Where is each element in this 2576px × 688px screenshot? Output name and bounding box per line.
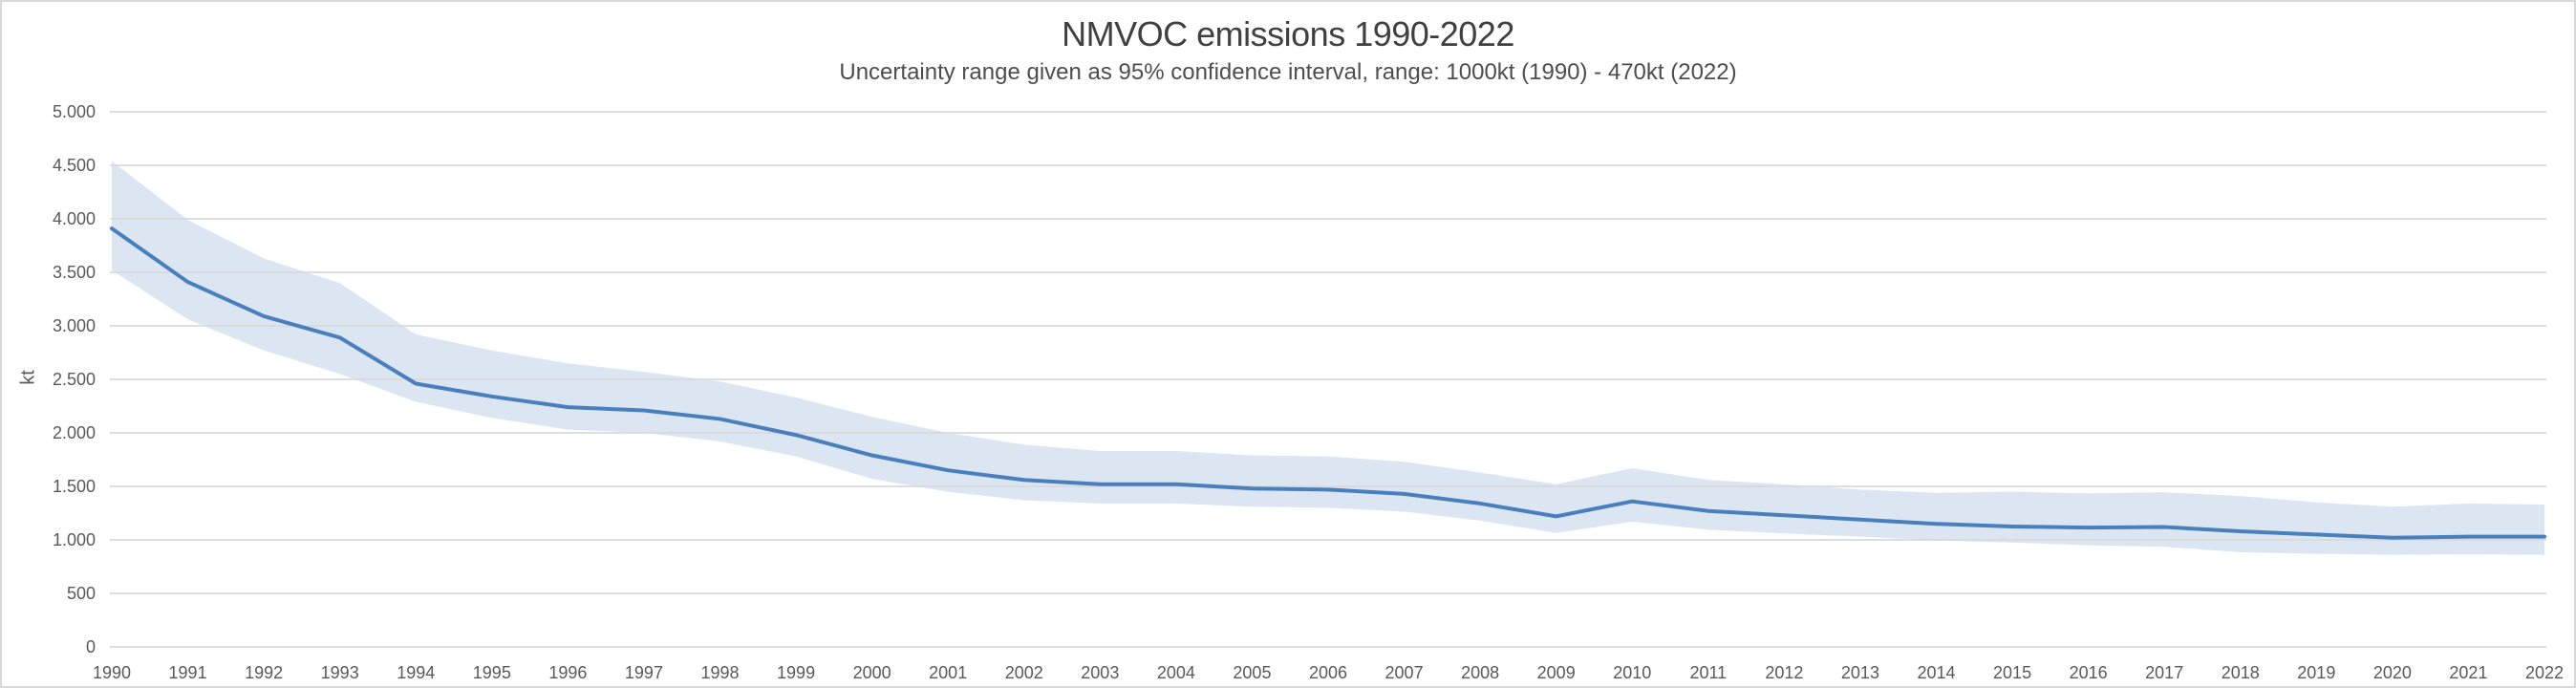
y-tick-1.000: 1.000 [53,530,96,549]
x-axis-tick-labels: 1990 1991 1992 1993 1994 1995 1996 1997 1998 1999… [93,663,2564,682]
y-tick-4.500: 4.500 [53,156,96,175]
gridlines [110,111,2546,648]
x-tick-1996: 1996 [548,663,587,682]
x-tick-2019: 2019 [2297,663,2335,682]
x-tick-2012: 2012 [1765,663,1803,682]
x-tick-2020: 2020 [2373,663,2412,682]
x-tick-1994: 1994 [397,663,435,682]
y-tick-500: 500 [67,584,96,603]
x-tick-1995: 1995 [473,663,511,682]
x-tick-2009: 2009 [1537,663,1576,682]
chart-title: NMVOC emissions 1990-2022 [1062,14,1514,54]
y-tick-3.500: 3.500 [53,263,96,282]
x-tick-2006: 2006 [1309,663,1347,682]
x-tick-2004: 2004 [1157,663,1195,682]
x-tick-2005: 2005 [1233,663,1271,682]
x-tick-1992: 1992 [245,663,283,682]
x-tick-2021: 2021 [2449,663,2487,682]
x-tick-2016: 2016 [2070,663,2108,682]
x-tick-1991: 1991 [169,663,207,682]
x-tick-2018: 2018 [2222,663,2260,682]
y-tick-3.000: 3.000 [53,316,96,335]
x-tick-2002: 2002 [1005,663,1043,682]
x-tick-2014: 2014 [1917,663,1955,682]
x-tick-1999: 1999 [777,663,815,682]
y-tick-4.000: 4.000 [53,209,96,228]
x-tick-2008: 2008 [1461,663,1499,682]
x-tick-1997: 1997 [625,663,663,682]
emissions-line [110,226,2546,540]
x-tick-2001: 2001 [929,663,967,682]
y-tick-1.500: 1.500 [53,477,96,496]
x-tick-2017: 2017 [2145,663,2183,682]
chart-subtitle: Uncertainty range given as 95% confidenc… [839,59,1737,85]
confidence-band [112,161,2544,555]
x-tick-1993: 1993 [321,663,359,682]
y-tick-2.500: 2.500 [53,370,96,389]
x-tick-2007: 2007 [1385,663,1424,682]
y-axis-tick-labels: 0 500 1.000 1.500 2.000 2.500 3.000 3.500 4.000 4… [53,102,96,656]
x-tick-2022: 2022 [2525,663,2564,682]
y-tick-2.000: 2.000 [53,423,96,442]
x-tick-1990: 1990 [93,663,131,682]
x-tick-2010: 2010 [1613,663,1651,682]
x-tick-1998: 1998 [700,663,739,682]
x-tick-2011: 2011 [1689,663,1727,682]
y-tick-0: 0 [86,637,96,656]
x-tick-2013: 2013 [1841,663,1879,682]
x-tick-2003: 2003 [1081,663,1119,682]
x-tick-2015: 2015 [1993,663,2031,682]
x-tick-2000: 2000 [853,663,891,682]
y-tick-5.000: 5.000 [53,102,96,121]
